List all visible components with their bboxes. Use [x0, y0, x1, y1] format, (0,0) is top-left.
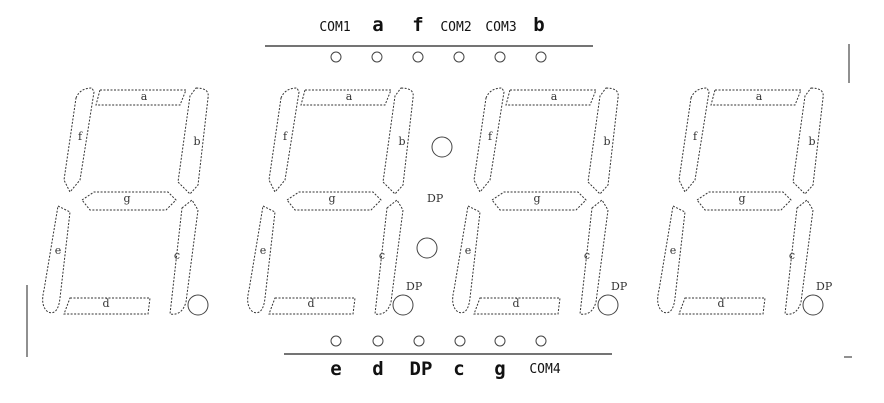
digit-4-segment-d — [678, 297, 766, 315]
top-pin-label-4: COM2 — [440, 20, 471, 35]
digit-1-decimal-point — [187, 294, 209, 316]
digit-3-segment-d-label: d — [512, 297, 519, 310]
digit-3-segment-a — [505, 89, 597, 106]
top-pin-label-6: b — [533, 14, 544, 36]
top-pin-3 — [412, 51, 424, 63]
top-pin-label-2: a — [372, 14, 383, 36]
bottom-pin-header: e d DP c g COM4 — [284, 335, 612, 380]
digit-4-decimal-point-label: DP — [816, 280, 833, 293]
digit-3-segment-c — [579, 199, 609, 315]
digit-3-segment-e-label: e — [465, 244, 472, 257]
colon-dot-lower — [416, 237, 438, 259]
digit-2-segment-e-label: e — [260, 244, 267, 257]
digit-1-segment-c-label: c — [174, 249, 180, 262]
colon: DP — [416, 136, 453, 259]
digit-4-segment-e — [657, 205, 686, 314]
digit-2-segment-g-label: g — [328, 192, 335, 205]
bottom-pin-3 — [413, 335, 425, 347]
digit-4-segment-c-label: c — [789, 249, 795, 262]
digit-4-segment-d-label: d — [717, 297, 724, 310]
digit-4-decimal-point — [802, 294, 824, 316]
digit-3-segment-c-label: c — [584, 249, 590, 262]
digit-3-segment-g-label: g — [533, 192, 540, 205]
digit-1-segment-d — [63, 297, 151, 315]
digit-2-segment-a — [300, 89, 392, 106]
digit-4-segment-c — [784, 199, 814, 315]
digit-2-segment-c — [374, 199, 404, 315]
bottom-pin-2 — [372, 335, 384, 347]
digit-2-segment-a-label: a — [346, 90, 353, 103]
top-pin-header: COM1 a f COM2 COM3 b — [265, 14, 593, 63]
digit-2-segment-b-label: b — [398, 135, 405, 148]
bottom-pin-1 — [330, 335, 342, 347]
digit-1-segment-f — [63, 87, 95, 193]
digit-2-segment-e — [247, 205, 276, 314]
bottom-pin-label-3: DP — [410, 358, 433, 380]
digit-1-segment-g-label: g — [123, 192, 130, 205]
digit-1-segment-c — [169, 199, 199, 315]
bottom-pin-label-4: c — [453, 358, 464, 380]
digit-2-segment-f — [268, 87, 300, 193]
digit-4-segment-e-label: e — [670, 244, 677, 257]
digit-2-segment-c-label: c — [379, 249, 385, 262]
digit-4-segment-a — [710, 89, 802, 106]
digit-group: a f b g e c d a f b g e c d DP a f b g e c d DP a f b g e c d DP — [42, 87, 833, 316]
digit-1-segment-a-label: a — [141, 90, 148, 103]
digit-1-segment-g — [81, 191, 177, 211]
digit-3-segment-f-label: f — [488, 130, 493, 143]
top-pin-6 — [535, 51, 547, 63]
bottom-pin-6 — [535, 335, 547, 347]
digit-4-segment-f-label: f — [693, 130, 698, 143]
digit-2-segment-b — [382, 87, 414, 195]
digit-1-segment-e — [42, 205, 71, 314]
digit-4-segment-a-label: a — [756, 90, 763, 103]
colon-label: DP — [427, 192, 444, 205]
top-pin-label-1: COM1 — [319, 20, 350, 35]
digit-3-decimal-point — [597, 294, 619, 316]
digit-3-decimal-point-label: DP — [611, 280, 628, 293]
digit-3-segment-b-label: b — [603, 135, 610, 148]
top-pin-4 — [453, 51, 465, 63]
digit-2-segment-g — [286, 191, 382, 211]
top-pin-label-5: COM3 — [485, 20, 516, 35]
digit-2-segment-d-label: d — [307, 297, 314, 310]
digit-1: a f b g e c d — [42, 87, 209, 316]
digit-2: a f b g e c d DP — [247, 87, 423, 316]
digit-3: a f b g e c d DP — [452, 87, 628, 316]
digit-4-segment-b-label: b — [808, 135, 815, 148]
digit-3-segment-b — [587, 87, 619, 195]
bottom-pin-label-5: g — [494, 358, 505, 380]
digit-2-segment-f-label: f — [283, 130, 288, 143]
digit-1-segment-a — [95, 89, 187, 106]
digit-3-segment-a-label: a — [551, 90, 558, 103]
digit-4-segment-g — [696, 191, 792, 211]
top-pin-1 — [330, 51, 342, 63]
digit-3-segment-g — [491, 191, 587, 211]
bottom-pin-4 — [454, 335, 466, 347]
digit-3-segment-f — [473, 87, 505, 193]
digit-2-decimal-point — [392, 294, 414, 316]
digit-1-segment-b — [177, 87, 209, 195]
digit-1-segment-d-label: d — [102, 297, 109, 310]
digit-3-segment-d — [473, 297, 561, 315]
digit-2-decimal-point-label: DP — [406, 280, 423, 293]
bottom-pin-label-2: d — [372, 358, 383, 380]
top-pin-label-3: f — [412, 14, 423, 36]
digit-1-segment-f-label: f — [78, 130, 83, 143]
bottom-pin-label-1: e — [330, 358, 341, 380]
digit-4-segment-f — [678, 87, 710, 193]
bottom-pin-label-6: COM4 — [529, 362, 560, 377]
digit-1-segment-e-label: e — [55, 244, 62, 257]
digit-4-segment-g-label: g — [738, 192, 745, 205]
top-pin-2 — [371, 51, 383, 63]
digit-3-segment-e — [452, 205, 481, 314]
digit-4: a f b g e c d DP — [657, 87, 833, 316]
bottom-pin-5 — [494, 335, 506, 347]
digit-1-segment-b-label: b — [193, 135, 200, 148]
digit-2-segment-d — [268, 297, 356, 315]
digit-4-segment-b — [792, 87, 824, 195]
top-pin-5 — [494, 51, 506, 63]
colon-dot-upper — [431, 136, 453, 158]
